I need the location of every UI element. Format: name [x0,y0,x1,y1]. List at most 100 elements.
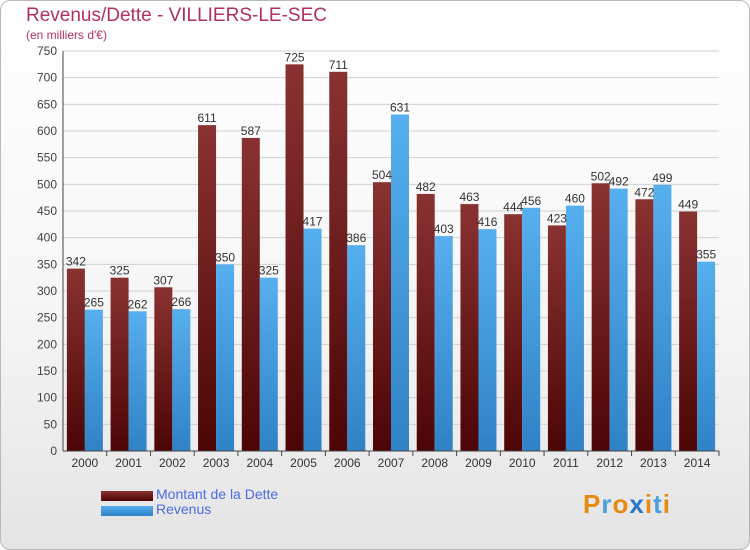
data-label-revenus: 350 [215,250,235,264]
bar-dette [416,193,435,451]
bar-dette [504,214,523,451]
data-label-dette: 587 [241,124,261,138]
y-tick-label: 200 [37,337,57,351]
x-tick-label: 2001 [115,456,142,470]
data-label-revenus: 499 [652,171,672,185]
x-tick-label: 2008 [421,456,448,470]
data-label-dette: 711 [329,58,348,72]
bar-revenus [565,205,584,451]
logo-letter: i [644,489,654,519]
bar-revenus [259,277,278,451]
y-tick-label: 500 [37,177,57,191]
bar-dette [679,211,698,451]
chart-subtitle: (en milliers d'€) [26,28,107,42]
data-label-dette: 449 [678,198,698,212]
data-labels: 342 265 325 262 307 266 611 350 587 325 725 417 711 3… [66,50,717,311]
logo-letter: r [601,489,613,519]
x-tick-label: 2000 [72,456,99,470]
x-tick-label: 2007 [378,456,405,470]
y-tick-label: 150 [37,364,57,378]
bar-revenus [653,184,672,451]
y-tick-label: 400 [37,231,57,245]
x-tick-label: 2003 [203,456,230,470]
bar-dette [591,183,610,451]
bar-dette [110,277,129,451]
y-tick-label: 700 [37,71,57,85]
data-label-dette: 463 [459,190,479,204]
bar-revenus [172,309,191,451]
data-label-dette: 342 [66,255,86,269]
x-tick-label: 2009 [465,456,492,470]
data-label-revenus: 492 [609,175,629,189]
logo-letter: t [653,489,663,519]
y-tick-label: 750 [37,44,57,58]
data-label-revenus: 631 [390,100,410,114]
y-tick-label: 450 [37,204,57,218]
data-label-dette: 725 [285,50,305,64]
data-label-revenus: 265 [84,296,104,310]
bar-revenus [478,229,497,451]
y-tick-label: 100 [37,391,57,405]
bar-dette [241,137,260,451]
legend-label-debt: Montant de la Dette [156,486,279,502]
bar-dette [460,204,479,451]
x-tick-label: 2010 [509,456,536,470]
bar-revenus [391,114,409,451]
bar-revenus [128,311,147,451]
data-label-dette: 444 [503,200,523,214]
x-tick-label: 2002 [159,456,186,470]
x-tick-label: 2006 [334,456,361,470]
bar-dette [547,225,566,451]
y-tick-label: 550 [37,151,57,165]
data-label-dette: 504 [372,168,392,182]
bar-revenus [216,264,235,451]
proxiti-logo: Proxiti [583,489,671,520]
bar-dette [285,64,304,452]
x-tick-label: 2013 [640,456,667,470]
logo-letter: o [612,489,630,519]
data-label-dette: 502 [591,169,611,183]
y-tick-label: 650 [37,97,57,111]
y-tick-label: 250 [37,311,57,325]
bar-dette [635,199,654,451]
legend-swatch-debt [101,491,153,501]
bar-revenus [522,207,541,451]
x-tick-label: 2004 [246,456,273,470]
y-tick-label: 600 [37,124,57,138]
bar-dette [329,71,348,452]
x-tick-label: 2014 [684,456,711,470]
logo-letter: P [583,489,602,519]
bar-revenus [84,309,103,451]
bar-revenus [697,261,716,451]
data-label-revenus: 266 [171,295,191,309]
y-tick-label: 300 [37,284,57,298]
y-tick-label: 50 [44,417,58,431]
y-tick-label: 0 [50,444,57,458]
bar-dette [154,287,173,451]
data-label-dette: 472 [634,185,654,199]
bar-revenus [609,188,628,451]
x-tick-label: 2011 [553,456,579,470]
data-label-revenus: 262 [128,297,148,311]
axes: 0 50 100 150 200 250 300 350 400 450 500 550 600 650 7… [37,44,720,470]
data-label-dette: 325 [110,264,130,278]
data-label-revenus: 460 [565,192,585,206]
x-tick-label: 2005 [290,456,317,470]
bar-revenus [303,228,322,451]
legend-swatch-revenus [101,506,153,516]
bar-revenus [347,245,366,451]
data-label-revenus: 417 [303,215,323,229]
data-label-revenus: 403 [434,222,454,236]
bar-dette [198,125,217,451]
data-label-revenus: 386 [346,231,366,245]
data-label-dette: 611 [197,111,216,125]
bar-dette [373,182,391,451]
legend-label-revenus: Revenus [156,501,212,517]
data-label-revenus: 325 [259,264,279,278]
bar-revenus [434,236,453,451]
data-label-revenus: 355 [696,248,716,262]
chart-title: Revenus/Dette - VILLIERS-LE-SEC [26,5,327,26]
x-tick-label: 2012 [596,456,623,470]
